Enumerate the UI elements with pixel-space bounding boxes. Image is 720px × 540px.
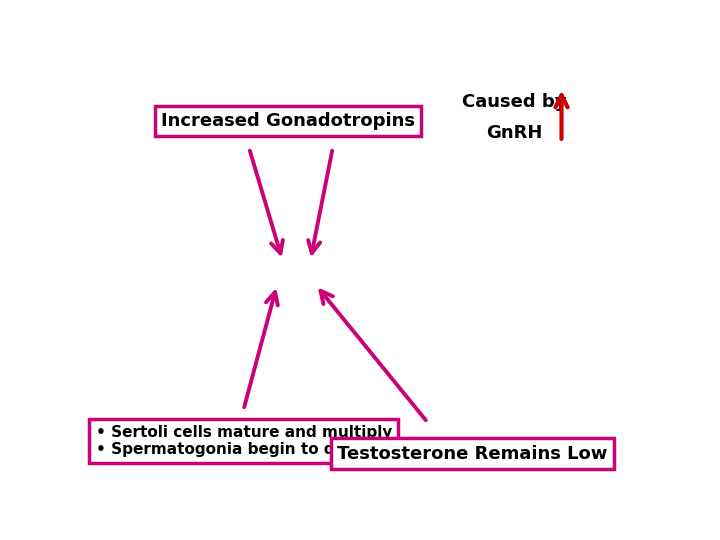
Text: GnRH: GnRH (486, 124, 542, 143)
Text: Caused by: Caused by (462, 93, 567, 111)
Text: Testosterone Remains Low: Testosterone Remains Low (337, 444, 608, 463)
Text: • Sertoli cells mature and multiply
• Spermatogonia begin to divide: • Sertoli cells mature and multiply • Sp… (96, 425, 392, 457)
Text: Increased Gonadotropins: Increased Gonadotropins (161, 112, 415, 130)
